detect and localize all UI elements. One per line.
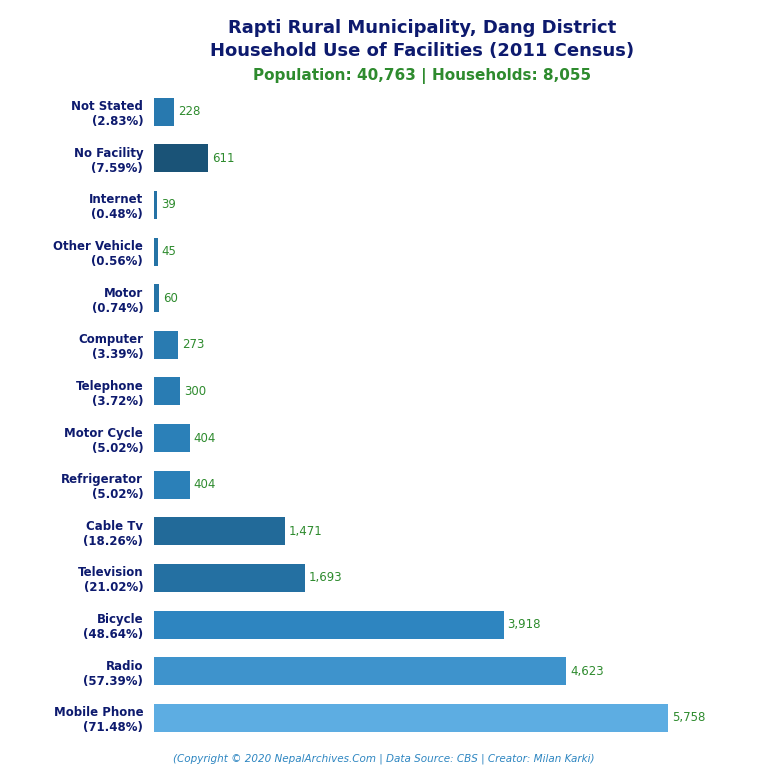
Text: 5,758: 5,758	[672, 711, 705, 724]
Bar	[154, 424, 190, 452]
Bar	[154, 237, 157, 266]
Bar	[154, 144, 208, 172]
Text: 273: 273	[182, 338, 204, 351]
Text: 39: 39	[161, 198, 176, 211]
Text: 1,693: 1,693	[309, 571, 343, 584]
Text: 60: 60	[163, 292, 178, 305]
Text: 404: 404	[194, 478, 216, 492]
Text: 3,918: 3,918	[508, 618, 541, 631]
Bar	[154, 518, 285, 545]
Bar	[154, 564, 305, 592]
Bar	[154, 98, 174, 126]
Bar	[154, 377, 180, 406]
Text: 45: 45	[162, 245, 177, 258]
Text: 404: 404	[194, 432, 216, 445]
Text: 611: 611	[212, 152, 235, 165]
Text: 300: 300	[184, 385, 207, 398]
Bar	[154, 657, 567, 685]
Text: 1,471: 1,471	[289, 525, 323, 538]
Bar	[154, 471, 190, 498]
Text: Household Use of Facilities (2011 Census): Household Use of Facilities (2011 Census…	[210, 42, 634, 60]
Text: (Copyright © 2020 NepalArchives.Com | Data Source: CBS | Creator: Milan Karki): (Copyright © 2020 NepalArchives.Com | Da…	[174, 753, 594, 764]
Bar	[154, 703, 668, 732]
Text: 228: 228	[178, 105, 200, 118]
Text: Population: 40,763 | Households: 8,055: Population: 40,763 | Households: 8,055	[253, 68, 591, 84]
Bar	[154, 611, 504, 638]
Text: 4,623: 4,623	[571, 664, 604, 677]
Bar	[154, 191, 157, 219]
Bar	[154, 284, 159, 312]
Bar	[154, 331, 178, 359]
Text: Rapti Rural Municipality, Dang District: Rapti Rural Municipality, Dang District	[228, 19, 617, 37]
